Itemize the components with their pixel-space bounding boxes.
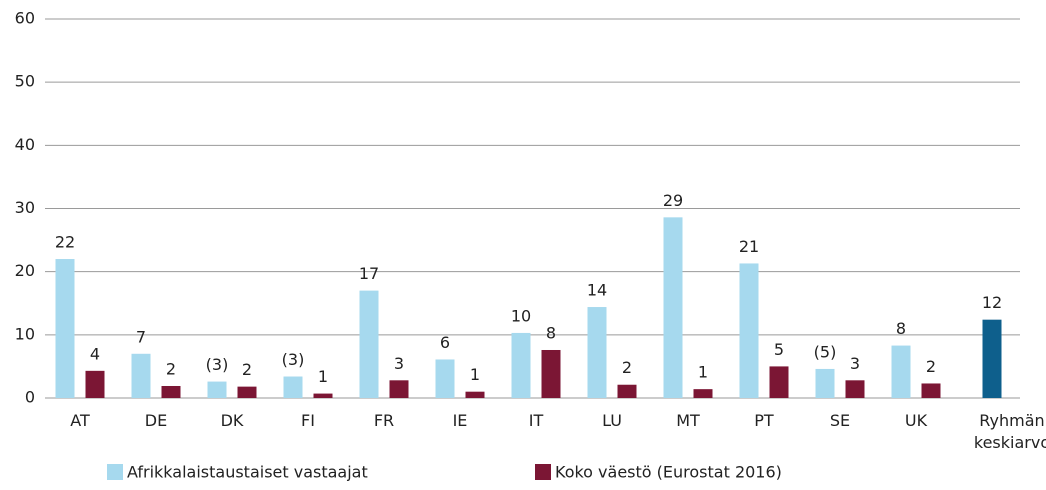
bar: [465, 391, 485, 398]
x-tick-label: FR: [374, 411, 394, 430]
bar: [131, 353, 151, 398]
y-tick-label: 0: [25, 388, 35, 407]
data-label: (5): [814, 342, 837, 361]
bar: [389, 380, 409, 398]
legend-swatch: [107, 464, 123, 480]
data-label: 3: [394, 354, 404, 373]
data-label: 2: [166, 359, 176, 378]
data-label: 22: [55, 233, 75, 252]
data-label: 17: [359, 264, 379, 283]
x-tick-label: FI: [301, 411, 315, 430]
data-label: 5: [774, 340, 784, 359]
bar: [55, 259, 75, 398]
y-tick-label: 60: [15, 9, 35, 28]
bar: [845, 380, 865, 398]
y-tick-label: 20: [15, 261, 35, 280]
bar: [921, 383, 941, 398]
x-tick-label: MT: [676, 411, 700, 430]
bar: [541, 349, 561, 398]
bar: [435, 359, 455, 398]
legend-label: Afrikkalaistaustaiset vastaajat: [127, 463, 368, 482]
x-tick-label: AT: [70, 411, 90, 430]
data-label: 21: [739, 237, 759, 256]
bar: [511, 332, 531, 398]
legend-label: Koko väestö (Eurostat 2016): [555, 463, 782, 482]
data-label: 1: [698, 363, 708, 382]
bar: [161, 385, 181, 398]
bar: [982, 319, 1002, 398]
data-label: 1: [470, 365, 480, 384]
y-tick-label: 10: [15, 324, 35, 343]
x-tick-label: DE: [145, 411, 167, 430]
bar: [617, 384, 637, 398]
bar: [85, 370, 105, 398]
bar: [587, 307, 607, 398]
y-tick-label: 40: [15, 135, 35, 154]
x-tick-label: Ryhmän keskiarvo: [974, 411, 1046, 452]
bar: [663, 217, 683, 398]
data-label: 2: [622, 358, 632, 377]
data-label: 8: [896, 319, 906, 338]
data-label: (3): [282, 350, 305, 369]
data-label: 1: [318, 367, 328, 386]
y-tick-label: 30: [15, 198, 35, 217]
x-tick-label: IT: [529, 411, 544, 430]
bar: [815, 368, 835, 398]
data-label: 29: [663, 191, 683, 210]
bar: [207, 381, 227, 398]
data-label: 6: [440, 333, 450, 352]
x-tick-label: SE: [830, 411, 850, 430]
bar: [769, 366, 789, 398]
data-label: 8: [546, 323, 556, 342]
legend-swatch: [535, 464, 551, 480]
x-tick-label: IE: [453, 411, 468, 430]
bar: [693, 389, 713, 398]
x-tick-label: LU: [602, 411, 622, 430]
x-tick-label: UK: [905, 411, 928, 430]
bar: [891, 345, 911, 398]
x-tick-label: PT: [754, 411, 774, 430]
bar: [283, 376, 303, 398]
data-label: 7: [136, 327, 146, 346]
bar: [313, 393, 333, 398]
data-label: 2: [926, 357, 936, 376]
bar: [739, 263, 759, 398]
data-label: 3: [850, 354, 860, 373]
bar: [237, 386, 257, 398]
bar: [359, 290, 379, 398]
data-label: 12: [982, 293, 1002, 312]
data-label: 4: [90, 344, 100, 363]
y-tick-label: 50: [15, 72, 35, 91]
data-label: 14: [587, 281, 607, 300]
x-tick-label: DK: [221, 411, 244, 430]
data-label: 2: [242, 360, 252, 379]
data-label: 10: [511, 306, 531, 325]
data-label: (3): [206, 355, 229, 374]
